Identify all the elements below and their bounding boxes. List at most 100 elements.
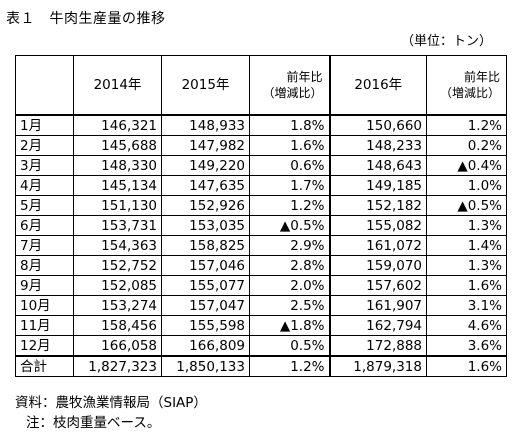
value-2016-cell: 1,879,318 xyxy=(328,355,427,377)
header-blank xyxy=(15,55,74,116)
value-2016-cell: 172,888 xyxy=(328,335,427,357)
source-note: 資料：農牧漁業情報局（SIAP） xyxy=(15,395,207,411)
value-2014-cell: 153,731 xyxy=(73,215,162,236)
total-row: 合計 1,827,323 1,850,133 1.2% 1,879,318 1.6% xyxy=(15,355,507,377)
table-row: 2月 145,688 147,982 1.6% 148,233 0.2% xyxy=(15,135,507,156)
month-cell: 合計 xyxy=(15,355,74,377)
value-2015-cell: 149,220 xyxy=(161,155,250,176)
ratio-2016-cell: 1.0% xyxy=(426,175,507,196)
ratio-2016-cell: 1.3% xyxy=(426,215,507,236)
ratio-2015-cell: 2.5% xyxy=(249,295,330,316)
header-ratio-2015: 前年比 （増減比） xyxy=(249,55,330,116)
value-2014-cell: 158,456 xyxy=(73,315,162,336)
month-cell: 5月 xyxy=(15,195,74,216)
value-2014-cell: 146,321 xyxy=(73,114,162,136)
header-2015: 2015年 xyxy=(161,55,250,116)
month-cell: 12月 xyxy=(15,335,74,357)
value-2016-cell: 150,660 xyxy=(328,114,427,136)
ratio-2016-cell: 1.3% xyxy=(426,255,507,276)
table-row: 7月 154,363 158,825 2.9% 161,072 1.4% xyxy=(15,235,507,256)
ratio-2016-cell: 1.2% xyxy=(426,114,507,136)
value-2016-cell: 161,907 xyxy=(328,295,427,316)
value-2014-cell: 166,058 xyxy=(73,335,162,357)
unit-label: （単位：トン） xyxy=(400,34,492,49)
ratio-sublabel: （増減比） xyxy=(439,86,500,100)
value-2016-cell: 148,233 xyxy=(328,135,427,156)
value-2015-cell: 166,809 xyxy=(161,335,250,357)
ratio-2016-cell: 1.6% xyxy=(426,275,507,296)
ratio-2016-cell: 1.4% xyxy=(426,235,507,256)
ratio-2015-cell: ▲1.8% xyxy=(249,315,330,336)
month-cell: 4月 xyxy=(15,175,74,196)
ratio-2016-cell: ▲0.5% xyxy=(426,195,507,216)
value-2014-cell: 154,363 xyxy=(73,235,162,256)
ratio-2015-cell: 0.6% xyxy=(249,155,330,176)
value-2014-cell: 153,274 xyxy=(73,295,162,316)
ratio-2016-cell: ▲0.4% xyxy=(426,155,507,176)
value-2015-cell: 157,046 xyxy=(161,255,250,276)
production-table: 2014年 2015年 前年比 （増減比） 2016年 前年比 （増減比） 1月… xyxy=(15,55,507,377)
month-cell: 9月 xyxy=(15,275,74,296)
value-2016-cell: 162,794 xyxy=(328,315,427,336)
header-2014: 2014年 xyxy=(73,55,162,116)
value-2014-cell: 145,134 xyxy=(73,175,162,196)
value-2015-cell: 155,598 xyxy=(161,315,250,336)
value-2016-cell: 157,602 xyxy=(328,275,427,296)
value-2015-cell: 147,982 xyxy=(161,135,250,156)
header-2016: 2016年 xyxy=(328,55,427,116)
ratio-2015-cell: 2.9% xyxy=(249,235,330,256)
ratio-2015-cell: 2.0% xyxy=(249,275,330,296)
value-2014-cell: 1,827,323 xyxy=(73,355,162,377)
value-2015-cell: 147,635 xyxy=(161,175,250,196)
value-2015-cell: 1,850,133 xyxy=(161,355,250,377)
table-row: 3月 148,330 149,220 0.6% 148,643 ▲0.4% xyxy=(15,155,507,176)
table-row: 11月 158,456 155,598 ▲1.8% 162,794 4.6% xyxy=(15,315,507,336)
table-row: 4月 145,134 147,635 1.7% 149,185 1.0% xyxy=(15,175,507,196)
ratio-2015-cell: ▲0.5% xyxy=(249,215,330,236)
value-2015-cell: 153,035 xyxy=(161,215,250,236)
month-cell: 10月 xyxy=(15,295,74,316)
value-2016-cell: 149,185 xyxy=(328,175,427,196)
value-2016-cell: 159,070 xyxy=(328,255,427,276)
value-2014-cell: 145,688 xyxy=(73,135,162,156)
value-2016-cell: 148,643 xyxy=(328,155,427,176)
header-ratio-2016: 前年比 （増減比） xyxy=(426,55,507,116)
month-cell: 8月 xyxy=(15,255,74,276)
table-row: 5月 151,130 152,926 1.2% 152,182 ▲0.5% xyxy=(15,195,507,216)
value-2016-cell: 152,182 xyxy=(328,195,427,216)
ratio-sublabel: （増減比） xyxy=(262,86,323,100)
value-2016-cell: 155,082 xyxy=(328,215,427,236)
month-cell: 6月 xyxy=(15,215,74,236)
month-cell: 7月 xyxy=(15,235,74,256)
ratio-2015-cell: 1.6% xyxy=(249,135,330,156)
table-row: 8月 152,752 157,046 2.8% 159,070 1.3% xyxy=(15,255,507,276)
ratio-2015-cell: 1.8% xyxy=(249,114,330,136)
value-2015-cell: 155,077 xyxy=(161,275,250,296)
header-row: 2014年 2015年 前年比 （増減比） 2016年 前年比 （増減比） xyxy=(15,55,507,116)
ratio-2016-cell: 1.6% xyxy=(426,355,507,377)
value-2014-cell: 152,752 xyxy=(73,255,162,276)
value-2015-cell: 152,926 xyxy=(161,195,250,216)
value-2014-cell: 151,130 xyxy=(73,195,162,216)
ratio-2016-cell: 4.6% xyxy=(426,315,507,336)
month-cell: 1月 xyxy=(15,114,74,136)
value-2015-cell: 157,047 xyxy=(161,295,250,316)
ratio-2015-cell: 1.7% xyxy=(249,175,330,196)
ratio-2016-cell: 3.1% xyxy=(426,295,507,316)
table-row: 1月 146,321 148,933 1.8% 150,660 1.2% xyxy=(15,114,507,136)
table-row: 12月 166,058 166,809 0.5% 172,888 3.6% xyxy=(15,335,507,357)
footnote: 注：枝肉重量ベース。 xyxy=(26,415,161,431)
value-2014-cell: 152,085 xyxy=(73,275,162,296)
table-title: 表１ 牛肉生産量の推移 xyxy=(6,11,166,27)
table-row: 10月 153,274 157,047 2.5% 161,907 3.1% xyxy=(15,295,507,316)
table-body: 1月 146,321 148,933 1.8% 150,660 1.2% 2月 145,688… xyxy=(15,114,507,377)
month-cell: 3月 xyxy=(15,155,74,176)
value-2016-cell: 161,072 xyxy=(328,235,427,256)
ratio-2016-cell: 0.2% xyxy=(426,135,507,156)
value-2015-cell: 158,825 xyxy=(161,235,250,256)
ratio-label: 前年比 xyxy=(463,70,500,84)
value-2014-cell: 148,330 xyxy=(73,155,162,176)
value-2015-cell: 148,933 xyxy=(161,114,250,136)
table-row: 6月 153,731 153,035 ▲0.5% 155,082 1.3% xyxy=(15,215,507,236)
ratio-2016-cell: 3.6% xyxy=(426,335,507,357)
